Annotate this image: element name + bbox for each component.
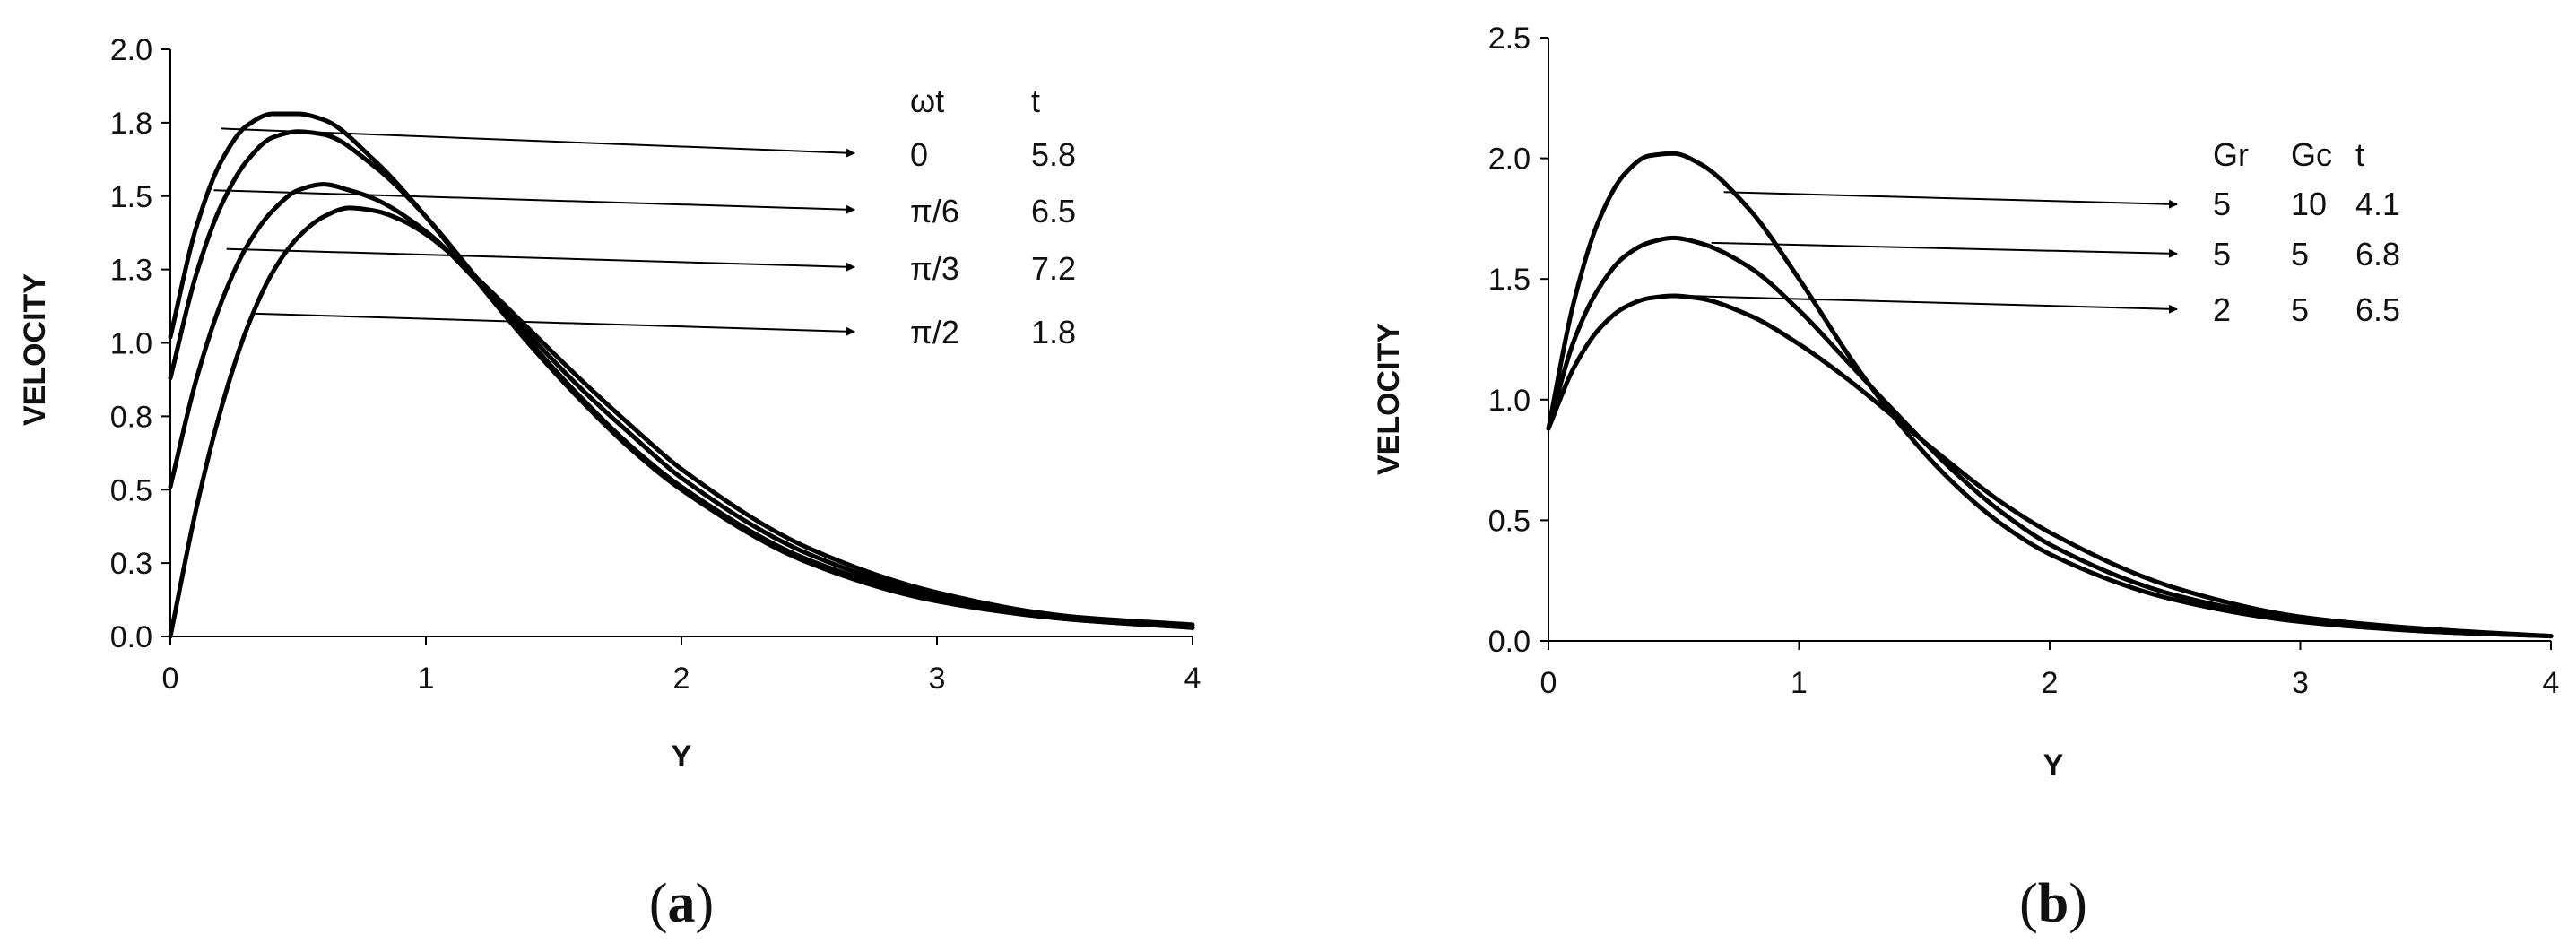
table-header: t (1031, 82, 1040, 119)
table-header: Gr (2213, 136, 2249, 173)
panel-label: (b) (2019, 873, 2087, 934)
panel-label-letter: a (668, 873, 696, 934)
y-axis-title: VELOCITY (1372, 323, 1406, 475)
y-tick-label: 1.0 (1488, 384, 1531, 418)
y-axis-title: VELOCITY (18, 273, 52, 426)
x-tick-label: 0 (162, 662, 179, 696)
y-tick-label: 2.0 (1488, 143, 1531, 177)
annotation-arrow-4 (252, 312, 855, 336)
table-cell: π/2 (910, 314, 959, 351)
y-tick-label: 0.0 (110, 620, 152, 654)
table-cell: 2 (2213, 291, 2231, 328)
x-tick-label: 1 (1791, 666, 1808, 700)
y-tick-label: 1.3 (110, 254, 152, 288)
table-cell: 0 (910, 136, 928, 173)
annotation-arrow-1 (1723, 191, 2178, 209)
table-cell: 7.2 (1031, 250, 1076, 287)
chart-panel-b: 0.0 0.5 1.0 1.5 2.0 2.5 0 1 2 3 4 VELOCITY Y Gr Gc t 5 10… (1372, 22, 2559, 934)
x-tick-label: 1 (418, 662, 435, 696)
annotation-arrow-1 (221, 127, 855, 158)
series-line-1 (168, 111, 1195, 630)
series-line-2 (1546, 235, 2554, 639)
x-axis-title: Y (2043, 749, 2064, 783)
panel-label: (a) (649, 873, 714, 934)
table-cell: 1.8 (1031, 314, 1076, 351)
x-tick-label: 4 (1184, 662, 1201, 696)
y-tick-label: 2.5 (1488, 22, 1531, 56)
panel-label-close-paren: ) (696, 873, 715, 934)
annotation-arrow-2 (213, 189, 855, 214)
table-header: ωt (910, 82, 944, 119)
y-tick-label: 0.5 (110, 473, 152, 507)
table-cell: 5 (2291, 291, 2309, 328)
series-line-1 (1546, 151, 2554, 639)
x-tick-label: 3 (2292, 666, 2309, 700)
panel-label-close-paren: ) (2069, 873, 2087, 934)
annotation-arrow-3 (1686, 295, 2178, 314)
panel-label-open-paren: ( (2019, 873, 2038, 934)
table-cell: 4.1 (2355, 186, 2400, 222)
table-header: t (2355, 136, 2364, 173)
y-tick-label: 1.8 (110, 107, 152, 141)
x-tick-label: 0 (1540, 666, 1557, 700)
table-cell: 6.5 (2355, 291, 2400, 328)
series-line-4 (168, 205, 1195, 639)
series-line-3 (1546, 293, 2554, 639)
annotation-arrow-2 (1711, 241, 2178, 258)
table-cell: π/6 (910, 193, 959, 229)
y-tick-label: 1.0 (110, 327, 152, 361)
chart-panel-a: 0.0 0.3 0.5 0.8 1.0 1.3 1.5 1.8 2.0 0 1 2 3 4 VELOCITY… (18, 33, 1201, 934)
table-cell: 6.5 (1031, 193, 1076, 229)
y-tick-label: 0.8 (110, 400, 152, 434)
table-cell: 10 (2291, 186, 2327, 222)
x-tick-label: 4 (2543, 666, 2560, 700)
table-cell: π/3 (910, 250, 959, 287)
table-cell: 5 (2213, 186, 2231, 222)
panel-label-open-paren: ( (649, 873, 668, 934)
table-cell: 5 (2213, 236, 2231, 273)
table-cell: 5 (2291, 236, 2309, 273)
x-tick-label: 2 (673, 662, 690, 696)
y-tick-label: 0.5 (1488, 504, 1531, 538)
x-tick-label: 2 (2042, 666, 2059, 700)
table-header: Gc (2291, 136, 2332, 173)
x-tick-label: 3 (929, 662, 946, 696)
y-tick-label: 0.0 (1488, 625, 1531, 659)
table-cell: 6.8 (2355, 236, 2400, 273)
x-axis-title: Y (672, 740, 692, 774)
y-tick-label: 2.0 (110, 33, 152, 67)
table-cell: 5.8 (1031, 136, 1076, 173)
y-tick-label: 1.5 (110, 180, 152, 214)
annotation-arrow-3 (226, 247, 855, 272)
y-tick-label: 0.3 (110, 547, 152, 581)
panel-label-letter: b (2038, 873, 2069, 934)
y-tick-label: 1.5 (1488, 263, 1531, 297)
